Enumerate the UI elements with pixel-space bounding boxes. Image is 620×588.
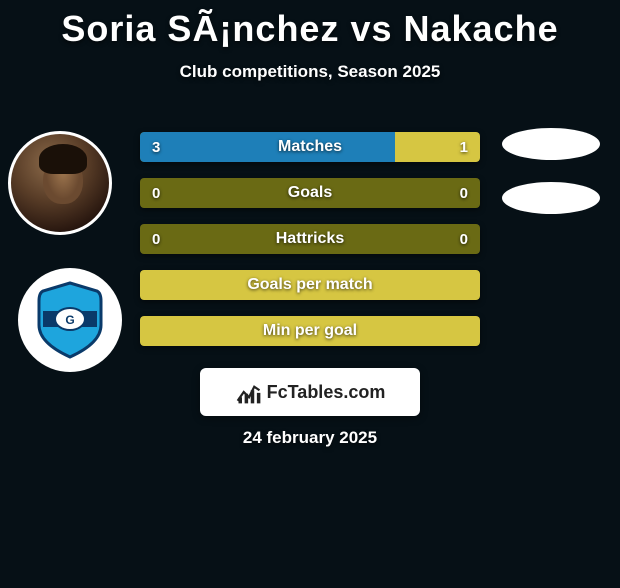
- source-logo[interactable]: FcTables.com: [200, 368, 420, 416]
- stat-row: Goals per match: [140, 270, 480, 300]
- stat-value-left: 0: [152, 224, 160, 254]
- stat-row: Min per goal: [140, 316, 480, 346]
- stat-value-right: 0: [460, 224, 468, 254]
- stat-label: Goals per match: [140, 270, 480, 300]
- stat-row: Goals0 0: [140, 178, 480, 208]
- shield-icon: G: [35, 281, 105, 359]
- player2-club-avatar: [502, 182, 600, 214]
- source-logo-text: FcTables.com: [267, 382, 386, 403]
- stat-value-right: 1: [460, 132, 468, 162]
- club-badge: G: [18, 268, 122, 372]
- fctables-icon: [235, 378, 263, 406]
- stat-row: Matches3 1: [140, 132, 480, 162]
- stat-label: Hattricks: [140, 224, 480, 254]
- page-title: Soria SÃ¡nchez vs Nakache: [0, 8, 620, 50]
- stat-value-left: 3: [152, 132, 160, 162]
- page-subtitle: Club competitions, Season 2025: [0, 62, 620, 82]
- stat-label: Matches: [140, 132, 480, 162]
- stat-label: Min per goal: [140, 316, 480, 346]
- date-label: 24 february 2025: [0, 428, 620, 448]
- stat-label: Goals: [140, 178, 480, 208]
- stat-value-left: 0: [152, 178, 160, 208]
- player1-avatar: [8, 131, 112, 235]
- stats-panel: Matches31Goals00Hattricks00Goals per mat…: [140, 132, 480, 362]
- svg-text:G: G: [65, 313, 74, 327]
- stat-value-right: 0: [460, 178, 468, 208]
- player2-avatar: [502, 128, 600, 160]
- stat-row: Hattricks0 0: [140, 224, 480, 254]
